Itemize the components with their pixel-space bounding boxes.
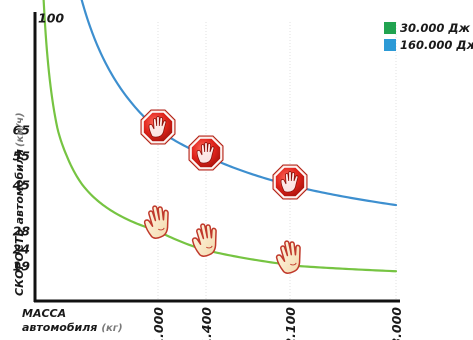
- y-tick-label-100: 100: [38, 11, 64, 26]
- x-tick-label-1.400: 1.400: [199, 307, 214, 340]
- x-tick-labels: 1.000 1.400 2.100 3.000: [151, 307, 404, 340]
- x-axis-unit: (кг): [101, 323, 122, 334]
- y-tick-label-24: 24: [13, 242, 30, 257]
- y-tick-label-45: 45: [12, 178, 31, 193]
- legend-swatch-160000: [384, 39, 396, 51]
- legend-label-30000: 30.000 Дж: [400, 21, 471, 35]
- legend-label-160000: 160.000 Дж: [400, 38, 473, 52]
- y-axis-unit: (км/ч): [15, 112, 26, 147]
- data-markers: [140, 109, 308, 276]
- series-line-1: [80, 0, 398, 207]
- y-tick-labels: 100 65 55 45 28 24 19: [12, 11, 65, 274]
- legend: 30.000 Дж 160.000 Дж: [384, 21, 473, 52]
- x-tick-label-3.000: 3.000: [389, 307, 404, 340]
- y-axis-title-text: СКОРОСТЬ автомобиля: [13, 149, 26, 296]
- x-axis-title-text: автомобиля: [22, 321, 97, 334]
- y-tick-label-28: 28: [13, 224, 31, 239]
- x-tick-label-1.000: 1.000: [151, 307, 166, 340]
- x-tick-label-2.100: 2.100: [283, 307, 298, 340]
- x-axis-title-line1: МАССА: [22, 307, 66, 320]
- y-tick-label-19: 19: [13, 259, 31, 274]
- legend-swatch-30000: [384, 22, 396, 34]
- raised-hand-icon-0: [140, 202, 174, 241]
- stop-sign-hand-icon-1: [188, 135, 224, 171]
- raised-hand-icon-2: [272, 237, 306, 276]
- x-axis-title-line2: автомобиля (кг): [22, 321, 123, 334]
- stop-sign-hand-icon-0: [140, 109, 176, 145]
- y-tick-label-55: 55: [13, 149, 31, 164]
- series-curves: [42, 0, 398, 273]
- stop-sign-hand-icon-2: [272, 164, 308, 200]
- y-tick-label-65: 65: [13, 123, 31, 138]
- y-axis-title: СКОРОСТЬ автомобиля (км/ч): [13, 112, 26, 296]
